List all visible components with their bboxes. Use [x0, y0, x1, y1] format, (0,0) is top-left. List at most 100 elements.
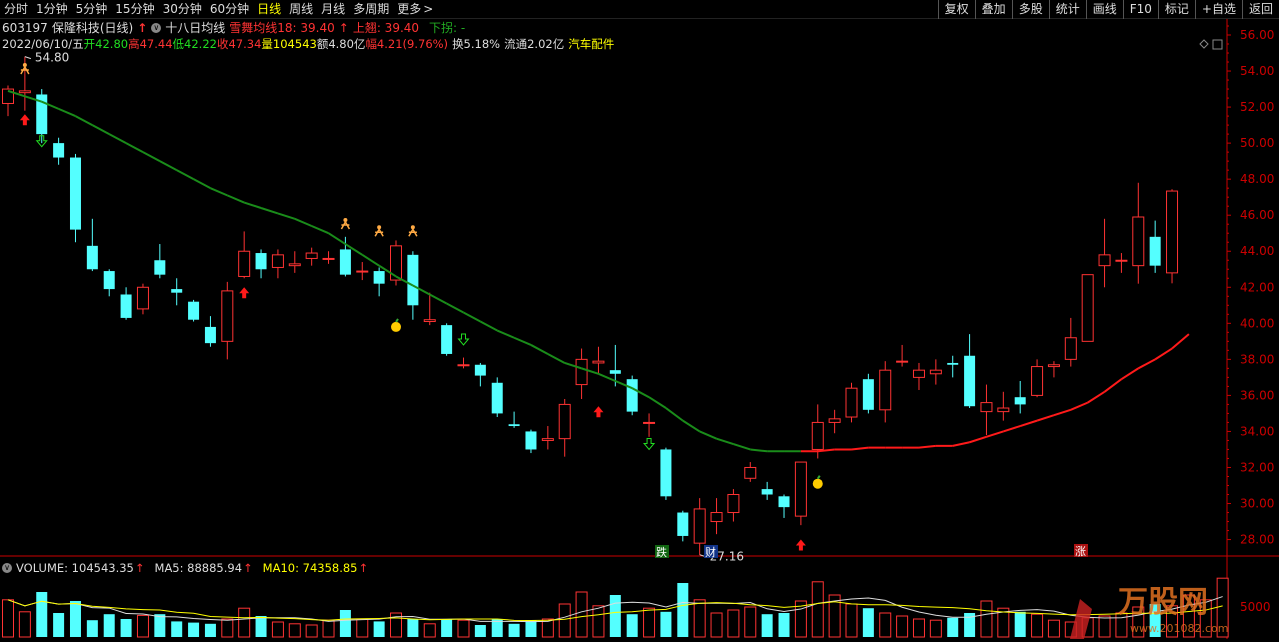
- candle-body: [677, 512, 689, 536]
- candle-body: [575, 358, 588, 386]
- y-tick-label-13: 54.00: [1240, 64, 1274, 78]
- volume-bar: [86, 620, 98, 637]
- up-turn-label: 上翘: 39.40: [352, 21, 420, 35]
- ma18-segment: [598, 372, 616, 382]
- ma18-segment: [1003, 425, 1021, 433]
- toolbar-button-8[interactable]: 返回: [1241, 0, 1279, 19]
- tab-3[interactable]: 15分钟: [115, 2, 155, 16]
- toolbar-button-0[interactable]: 复权: [937, 0, 975, 19]
- volume-bar: [525, 620, 537, 637]
- candle-body: [1031, 366, 1044, 396]
- volume-bar: [390, 612, 403, 638]
- period-toolbar: 分时 1分钟 5分钟 15分钟 30分钟 60分钟 日线 周线 月线 多周期 更多 > 复权 叠加 多股统…: [0, 0, 1279, 19]
- gold-coin-icon: [395, 318, 399, 323]
- volume-bar: [18, 611, 31, 638]
- ma18-segment: [294, 217, 313, 227]
- collapse-icon[interactable]: ∨: [2, 562, 12, 573]
- stock-code: 603197: [2, 20, 48, 35]
- ma18-segment: [210, 187, 228, 197]
- candle-body: [53, 143, 65, 158]
- ma18-segment: [75, 115, 93, 126]
- tab-0[interactable]: 分时: [4, 2, 29, 16]
- indicator-header: 603197 保隆科技 (日线) ↑ ∨ 十八日均线 雪舞均线18: 39.40…: [2, 19, 465, 36]
- tab-9[interactable]: 多周期: [353, 2, 390, 16]
- candle-body: [36, 94, 48, 135]
- volume-bar: [356, 618, 369, 638]
- volume-ma5-line: [7, 596, 1223, 623]
- toolbar-button-1[interactable]: 叠加: [974, 0, 1012, 19]
- volume-value: VOLUME: 104543.35: [16, 560, 134, 575]
- collapse-icon[interactable]: ∨: [151, 22, 162, 33]
- y-tick-label-0: 28.00: [1240, 533, 1274, 547]
- y-tick-label-1: 30.00: [1240, 497, 1274, 511]
- ma18-segment: [58, 107, 76, 118]
- volume-bar: [592, 605, 605, 638]
- tab-5[interactable]: 60分钟: [209, 2, 250, 16]
- ma18-segment: [614, 380, 633, 390]
- ma18-segment: [851, 446, 869, 451]
- zhang-badge-bg: [1074, 544, 1088, 557]
- volume-bar: [508, 623, 520, 637]
- quote-close: 收47.34: [216, 37, 262, 51]
- toolbar-button-4[interactable]: 画线: [1085, 0, 1123, 19]
- buy-arrow-icon: [239, 287, 250, 299]
- y-tick-label-6: 40.00: [1240, 316, 1274, 330]
- toolbar-button-7[interactable]: +自选: [1194, 0, 1242, 19]
- diamond-icon[interactable]: [1199, 39, 1209, 49]
- tab-10[interactable]: 更多: [397, 2, 422, 16]
- candle-body: [474, 364, 486, 376]
- quote-turnover: 换5.18%: [452, 37, 501, 51]
- ma18-segment: [581, 367, 599, 375]
- volume-bar: [609, 595, 621, 637]
- ma18-segment: [1103, 378, 1123, 393]
- quote-sector[interactable]: 汽车配件: [568, 37, 615, 51]
- tab-7[interactable]: 周线: [289, 2, 314, 16]
- volume-bar: [862, 608, 874, 637]
- volume-bar: [407, 619, 419, 637]
- y-tick-label-2: 32.00: [1240, 460, 1274, 474]
- volume-bar: [1098, 615, 1111, 638]
- volume-bar: [794, 600, 807, 638]
- candle-body: [744, 466, 757, 479]
- ma18-segment: [564, 362, 582, 370]
- volume-bar: [660, 611, 672, 637]
- tab-1[interactable]: 1分钟: [36, 2, 68, 16]
- candle-body: [356, 270, 369, 273]
- volume-bar: [53, 613, 65, 637]
- volume-bar: [575, 591, 588, 638]
- arrow-up-icon[interactable]: ↑: [137, 20, 148, 35]
- ma18-segment: [226, 194, 245, 204]
- quote-date: 2022/06/10/五: [2, 37, 84, 51]
- ma18-segment: [91, 124, 110, 135]
- toolbar-button-3[interactable]: 统计: [1048, 0, 1086, 19]
- candle-body: [1115, 259, 1128, 262]
- toolbar-button-2[interactable]: 多股: [1011, 0, 1049, 19]
- candle-body: [305, 252, 318, 259]
- ma18-segment: [446, 302, 464, 314]
- candle-body: [339, 249, 351, 275]
- ma18-segment: [750, 448, 768, 453]
- tab-6[interactable]: 日线: [257, 2, 282, 16]
- ma18-segment: [159, 160, 178, 172]
- stock-name: 保隆科技: [51, 21, 100, 35]
- candle-body: [491, 382, 503, 414]
- volume-bar: [36, 592, 48, 637]
- ma18-segment: [1171, 333, 1190, 350]
- volume-bar: [761, 614, 773, 637]
- volume-tick-label: 5000: [1240, 600, 1271, 614]
- indicator-name[interactable]: 十八日均线: [165, 21, 226, 35]
- low-price-label: 27.16: [710, 550, 744, 564]
- tab-4[interactable]: 30分钟: [162, 2, 202, 16]
- ma18-segment: [1120, 367, 1139, 381]
- tab-2[interactable]: 5分钟: [75, 2, 108, 16]
- volume-bar: [626, 614, 638, 637]
- buy-arrow-icon: [593, 406, 604, 418]
- toolbar-button-6[interactable]: 标记: [1157, 0, 1195, 19]
- tab-8[interactable]: 月线: [321, 2, 346, 16]
- maximize-icon[interactable]: [1212, 39, 1223, 50]
- more-chevron-icon[interactable]: >: [423, 2, 434, 16]
- ma18-segment: [648, 396, 667, 409]
- volume-bar: [541, 618, 554, 638]
- kline-chart[interactable]: 28.00 30.00 32.00 34.00 36.00 38.00 40.00 42.00…: [0, 7, 1279, 639]
- toolbar-button-5[interactable]: F10: [1122, 0, 1158, 19]
